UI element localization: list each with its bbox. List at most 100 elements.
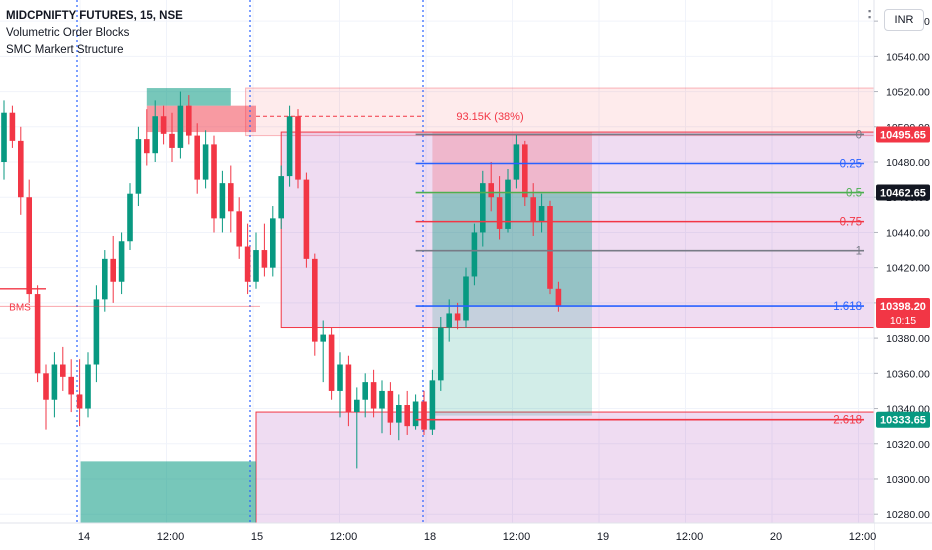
candle-body bbox=[480, 183, 486, 233]
candle-body bbox=[144, 139, 150, 154]
symbol-title[interactable]: MIDCPNIFTY FUTURES, 15, NSE bbox=[6, 10, 183, 22]
time-axis[interactable]: 14 12:00 15 12:00 18 12:00 19 12:00 20 12:00 bbox=[0, 522, 932, 550]
price-label-countdown: 10:15 bbox=[890, 315, 916, 327]
candle-body bbox=[169, 133, 175, 148]
time-tick-label: 12:00 bbox=[503, 531, 531, 543]
volume-annotation-label: 93.15K (38%) bbox=[456, 111, 523, 123]
bearish-order-block-zone bbox=[245, 87, 875, 137]
candle-body bbox=[34, 294, 41, 374]
price-tick-label: 10420.00 bbox=[886, 263, 930, 275]
candle-body bbox=[18, 140, 24, 198]
price-tick-label: 10300.00 bbox=[886, 474, 930, 486]
time-tick-label: 12:00 bbox=[676, 531, 704, 543]
price-label-box bbox=[876, 126, 930, 143]
candle-body bbox=[194, 135, 200, 180]
candle-body bbox=[295, 116, 301, 180]
candle-body bbox=[186, 105, 192, 136]
candle-body bbox=[496, 197, 503, 229]
currency-button[interactable]: INR bbox=[884, 9, 924, 31]
fib-label: 1 bbox=[856, 246, 862, 258]
purple-order-block bbox=[280, 131, 875, 329]
candle-body bbox=[1, 112, 7, 163]
fib-label: 0.75 bbox=[840, 217, 862, 229]
candle-body bbox=[219, 183, 226, 219]
price-label-box bbox=[876, 298, 930, 329]
fib-label: 0 bbox=[856, 129, 862, 141]
candle-body bbox=[421, 401, 427, 430]
candle-body bbox=[177, 105, 184, 148]
candle-body bbox=[236, 211, 242, 247]
candle-body bbox=[68, 376, 74, 395]
candle-body bbox=[110, 258, 116, 282]
bms-label: BMS bbox=[9, 302, 31, 313]
candle-body bbox=[387, 390, 394, 423]
time-tick-label: 14 bbox=[78, 531, 90, 543]
candle-body bbox=[76, 394, 83, 409]
candle-body bbox=[43, 373, 49, 400]
candle-body bbox=[471, 232, 478, 277]
candle-body bbox=[253, 250, 259, 282]
indicator-smc-market-structure[interactable]: SMC Markert Structure bbox=[6, 44, 124, 56]
candle-body bbox=[152, 116, 158, 154]
candle-body bbox=[513, 144, 520, 180]
candle-body bbox=[211, 144, 217, 219]
candle-body bbox=[488, 183, 494, 198]
chart-grid bbox=[0, 0, 874, 523]
price-axis[interactable]: 10280.0010300.0010320.0010340.0010360.00… bbox=[873, 0, 932, 550]
time-tick-label: 18 bbox=[424, 531, 436, 543]
price-tick-label: 10320.00 bbox=[886, 439, 930, 451]
candle-body bbox=[547, 206, 553, 289]
price-tick-label: 10520.00 bbox=[886, 87, 930, 99]
candle-body bbox=[320, 334, 326, 342]
price-label-box bbox=[876, 184, 930, 201]
time-tick-label: 20 bbox=[770, 531, 782, 543]
candle-body bbox=[354, 399, 360, 413]
candle-body bbox=[202, 144, 209, 180]
candle-body bbox=[85, 364, 91, 409]
price-tick-label: 10480.00 bbox=[886, 157, 930, 169]
candle-body bbox=[135, 139, 142, 194]
price-tick-label: 10380.00 bbox=[886, 333, 930, 345]
candle-body bbox=[538, 206, 545, 222]
candle-body bbox=[345, 364, 352, 413]
candle-body bbox=[278, 176, 284, 219]
price-label-text: 10495.65 bbox=[880, 129, 926, 141]
candle-body bbox=[412, 401, 419, 427]
short-target-zone bbox=[432, 193, 592, 416]
bullish-order-block bbox=[80, 461, 256, 523]
candle-body bbox=[396, 405, 402, 423]
candle-body bbox=[286, 116, 293, 177]
candle-body bbox=[454, 313, 461, 321]
chart-legend: MIDCPNIFTY FUTURES, 15, NSE Volumetric O… bbox=[6, 8, 183, 59]
fib-label: 1.618 bbox=[833, 301, 862, 313]
candle-body bbox=[328, 334, 335, 391]
candle-body bbox=[438, 327, 444, 381]
fib-label: 2.618 bbox=[833, 415, 862, 427]
candle-body bbox=[522, 144, 528, 198]
candle-body bbox=[379, 390, 385, 409]
candle-body bbox=[446, 313, 452, 328]
price-label-text: 10333.65 bbox=[880, 415, 926, 427]
candle-body bbox=[102, 258, 108, 300]
time-tick-label: 12:00 bbox=[330, 531, 358, 543]
candle-body bbox=[160, 116, 167, 134]
price-tick-label: 10440.00 bbox=[886, 227, 930, 239]
price-tick-label: 10280.00 bbox=[886, 509, 930, 521]
candle-body bbox=[555, 288, 562, 307]
price-tick-label: 10540.00 bbox=[886, 51, 930, 63]
candle-body bbox=[530, 197, 536, 222]
price-axis-bg bbox=[874, 0, 932, 550]
more-dots-icon[interactable]: ▪ ▪ bbox=[868, 6, 872, 22]
indicator-volumetric-order-blocks[interactable]: Volumetric Order Blocks bbox=[6, 27, 130, 39]
candle-body bbox=[505, 179, 511, 229]
time-tick-label: 19 bbox=[597, 531, 609, 543]
annotations: 93.15K (38%) BMS bbox=[0, 111, 524, 313]
price-label-text: 10462.65 bbox=[880, 188, 926, 200]
time-tick-label: 12:00 bbox=[157, 531, 185, 543]
candle-body bbox=[93, 299, 100, 365]
candle-body bbox=[312, 258, 318, 342]
time-tick-label: 15 bbox=[251, 531, 263, 543]
time-axis-bg bbox=[0, 523, 874, 550]
candle-body bbox=[261, 250, 268, 268]
